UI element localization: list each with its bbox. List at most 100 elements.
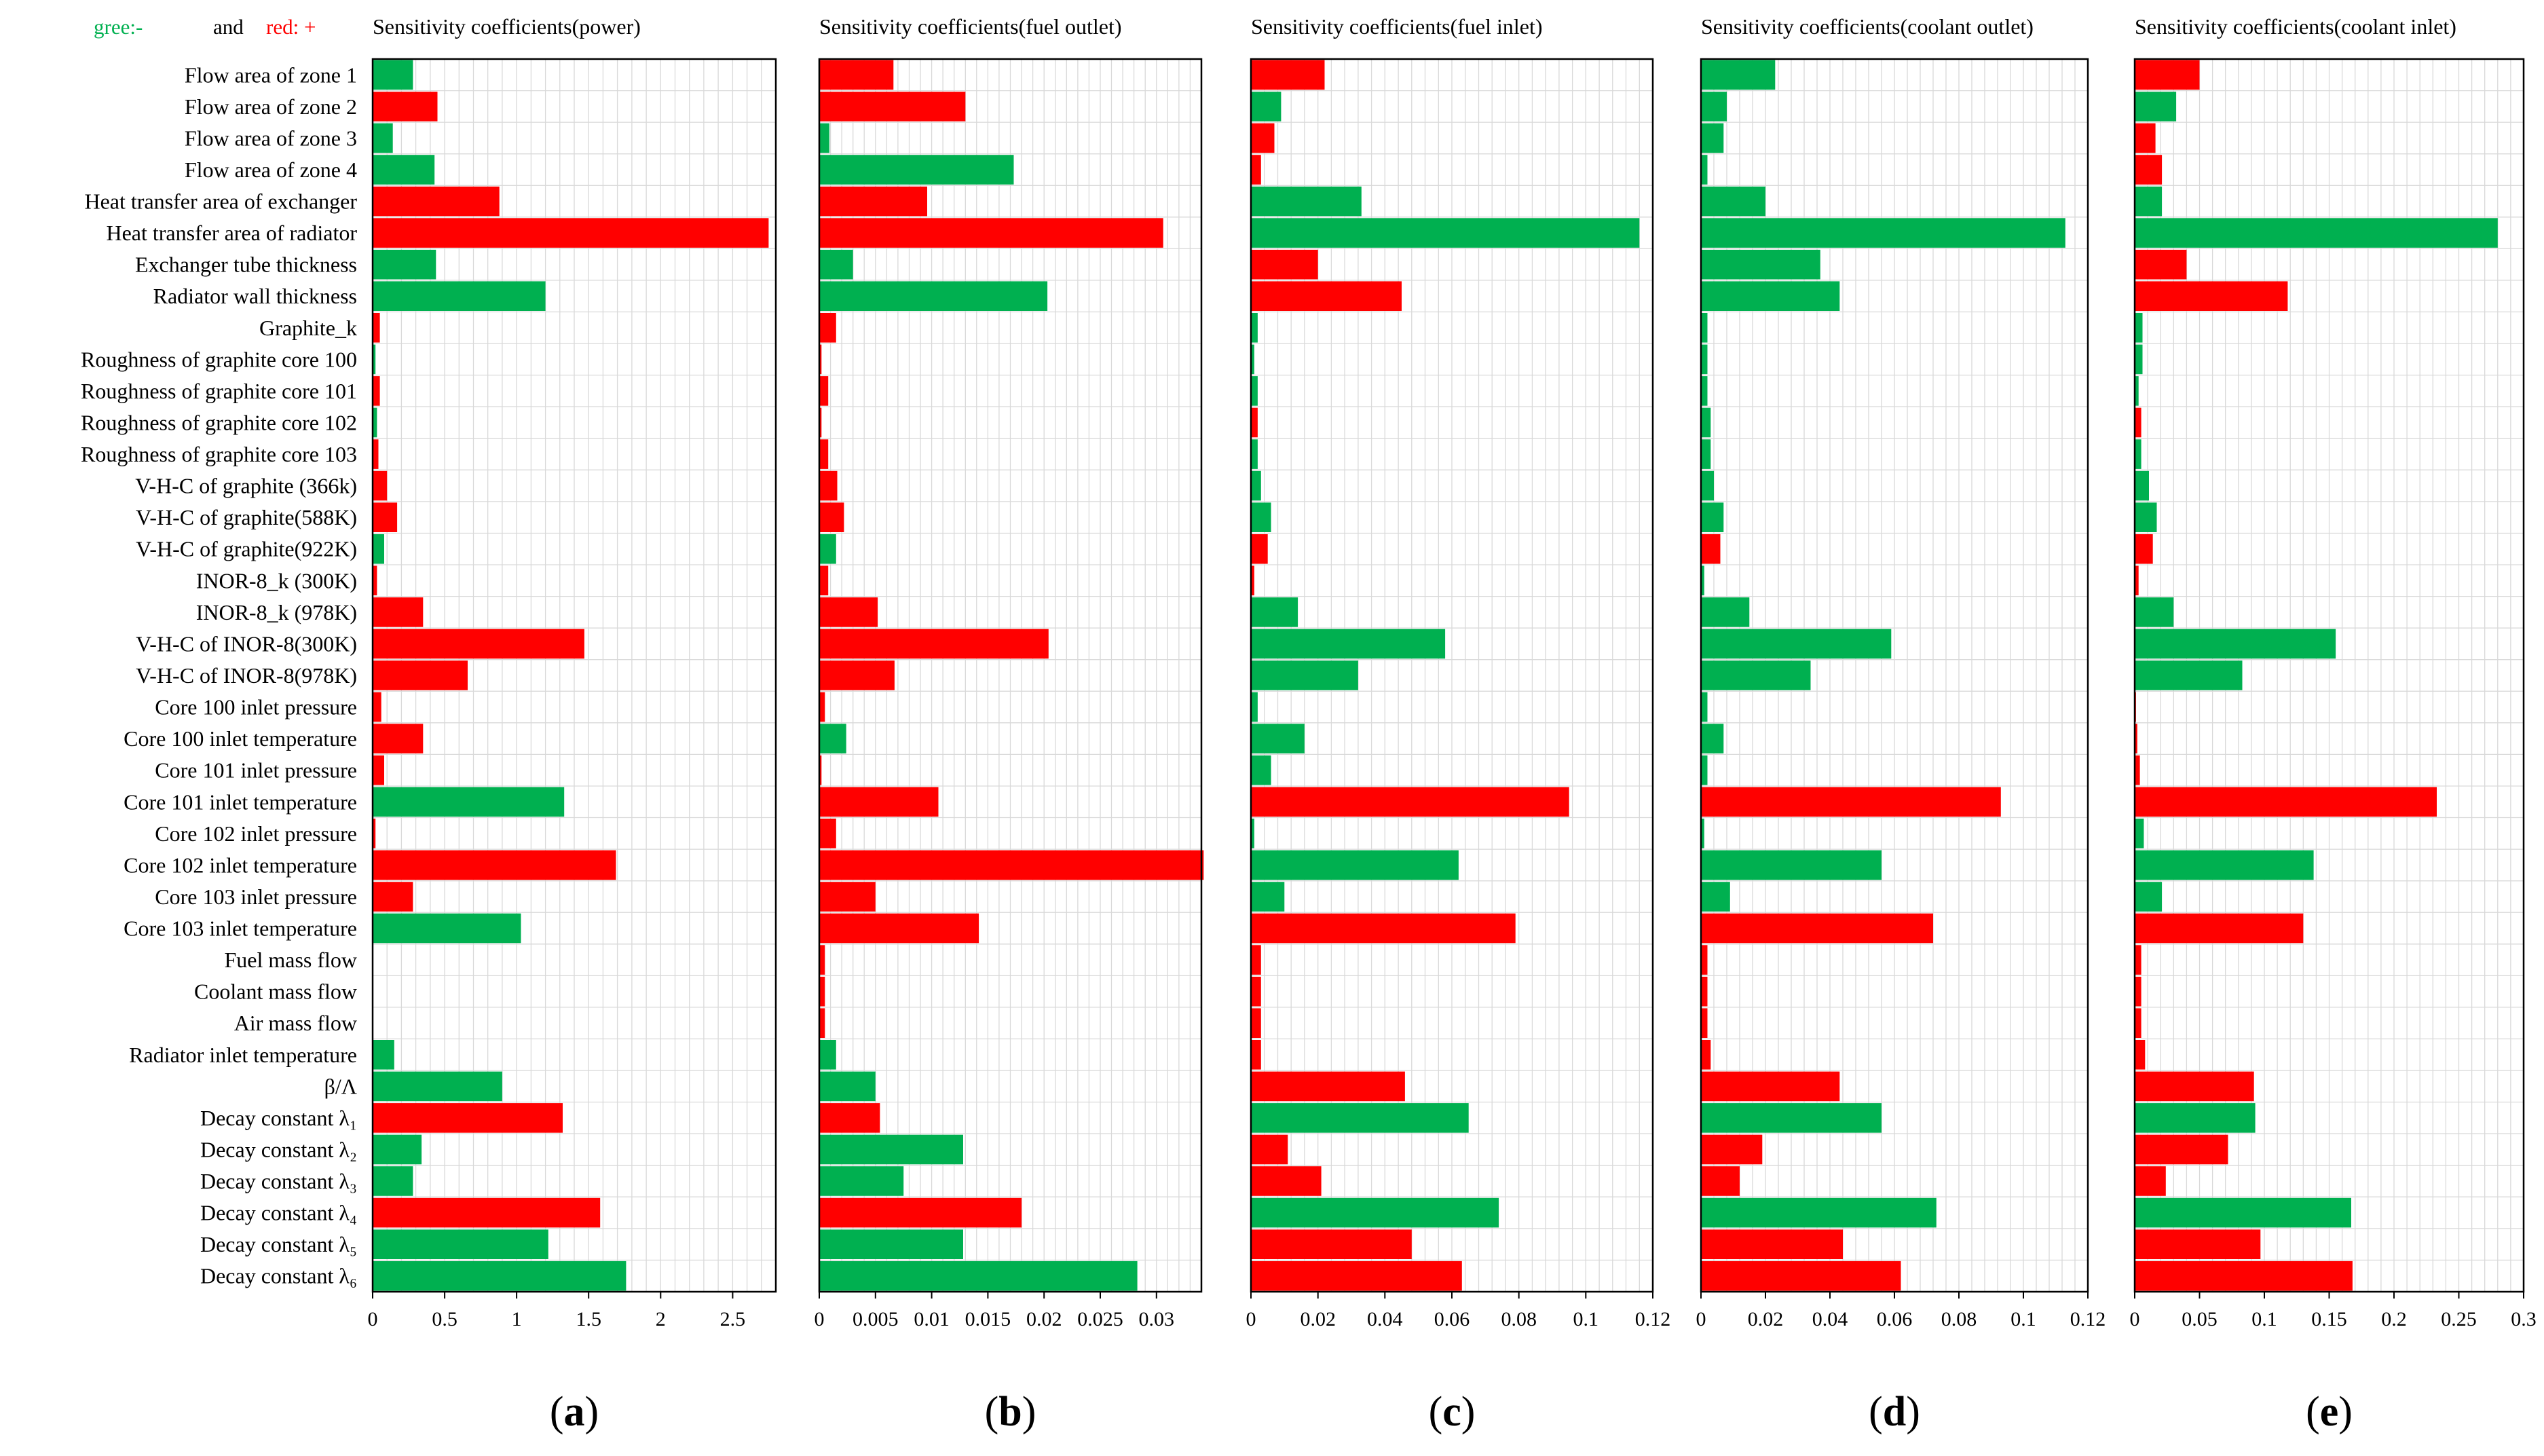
bar	[1701, 92, 1727, 122]
x-tick-label: 0.1	[2251, 1308, 2277, 1330]
bar	[1251, 92, 1282, 122]
bar	[2135, 1197, 2351, 1228]
parameter-label: Flow area of zone 3	[185, 126, 357, 150]
bar	[373, 724, 424, 753]
bar	[1251, 186, 1362, 217]
parameter-label: INOR-8_k (978K)	[196, 600, 357, 624]
bar	[2135, 470, 2149, 501]
bar	[2135, 660, 2243, 690]
bar	[373, 1229, 548, 1259]
bar	[2135, 407, 2141, 438]
parameter-label: V-H-C of INOR-8(978K)	[136, 663, 357, 688]
bar	[819, 407, 822, 438]
bar	[2135, 1040, 2146, 1070]
x-tick-label: 0.015	[965, 1308, 1011, 1330]
bar	[1251, 660, 1358, 690]
bar	[373, 1134, 422, 1165]
panel-label: (c)	[1429, 1389, 1476, 1435]
bar	[1701, 1008, 1708, 1038]
bar	[1701, 1229, 1843, 1259]
bar	[2135, 60, 2200, 90]
bar	[1251, 1071, 1405, 1102]
parameter-label: Decay constant λ₁	[200, 1106, 357, 1130]
legend-green-label: gree:-	[94, 15, 143, 39]
bar	[819, 186, 927, 217]
bar	[819, 60, 894, 90]
parameter-label: Radiator inlet temperature	[129, 1043, 357, 1067]
bar	[819, 850, 1204, 880]
bar	[2135, 1103, 2256, 1133]
bar	[1701, 186, 1765, 217]
parameter-label: Decay constant λ₅	[200, 1232, 357, 1256]
x-tick-label: 0.02	[1300, 1308, 1336, 1330]
bar	[1701, 123, 1724, 153]
bar	[373, 60, 413, 90]
bar	[1251, 1103, 1469, 1133]
bar	[2135, 1229, 2261, 1259]
bar	[1251, 692, 1258, 722]
bar	[1251, 502, 1271, 532]
bar	[1251, 470, 1261, 501]
parameter-label: Decay constant λ₂	[200, 1138, 357, 1162]
bar	[2135, 850, 2314, 880]
bar	[1701, 724, 1724, 753]
bar	[373, 186, 500, 217]
bar	[1251, 755, 1271, 785]
bar	[1251, 1134, 1288, 1165]
bar	[819, 787, 939, 817]
bar	[819, 1071, 876, 1102]
bar	[373, 155, 435, 185]
parameter-label: Coolant mass flow	[194, 979, 357, 1004]
bar	[373, 439, 379, 469]
bar	[2135, 1008, 2141, 1038]
bar	[1701, 155, 1708, 185]
x-tick-label: 1	[512, 1308, 522, 1330]
bar	[373, 502, 398, 532]
bar	[2135, 882, 2163, 912]
x-tick-label: 1.5	[576, 1308, 601, 1330]
x-tick-label: 0.005	[853, 1308, 899, 1330]
parameter-label: Roughness of graphite core 103	[81, 442, 357, 466]
bar	[819, 565, 829, 596]
bar	[2135, 344, 2143, 375]
bar	[2135, 819, 2144, 848]
parameter-label: V-H-C of INOR-8(300K)	[136, 631, 357, 656]
bar	[1701, 1040, 1711, 1070]
bar	[2135, 186, 2163, 217]
bar	[819, 123, 829, 153]
bar	[373, 629, 584, 659]
bar	[1251, 913, 1516, 944]
x-tick-label: 0.15	[2311, 1308, 2347, 1330]
parameter-label: Core 103 inlet temperature	[124, 916, 357, 941]
bar	[1251, 344, 1254, 375]
x-tick-label: 0.06	[1877, 1308, 1913, 1330]
bar	[2135, 724, 2137, 753]
bar	[2135, 629, 2336, 659]
x-tick-label: 0.02	[1748, 1308, 1784, 1330]
bar	[1701, 629, 1892, 659]
bar	[1701, 755, 1708, 785]
x-tick-label: 0.08	[1941, 1308, 1977, 1330]
bar	[1251, 565, 1254, 596]
x-tick-label: 0.025	[1077, 1308, 1123, 1330]
bar	[2135, 376, 2139, 406]
bar	[819, 439, 829, 469]
x-tick-label: 0.12	[2070, 1308, 2106, 1330]
bar	[1701, 850, 1882, 880]
parameter-label: Air mass flow	[234, 1011, 357, 1035]
bar	[819, 1134, 963, 1165]
bar	[819, 597, 878, 627]
x-tick-label: 2	[656, 1308, 666, 1330]
bar	[373, 1040, 394, 1070]
parameter-label: Heat transfer area of exchanger	[84, 189, 357, 214]
x-tick-label: 0.04	[1367, 1308, 1403, 1330]
bar	[1701, 692, 1708, 722]
bar	[373, 534, 384, 564]
bar	[373, 882, 413, 912]
bar	[373, 218, 769, 248]
bar	[2135, 218, 2498, 248]
parameter-label: V-H-C of graphite(588K)	[136, 505, 357, 529]
bar	[819, 502, 844, 532]
bar	[1251, 882, 1285, 912]
bar	[373, 123, 393, 153]
